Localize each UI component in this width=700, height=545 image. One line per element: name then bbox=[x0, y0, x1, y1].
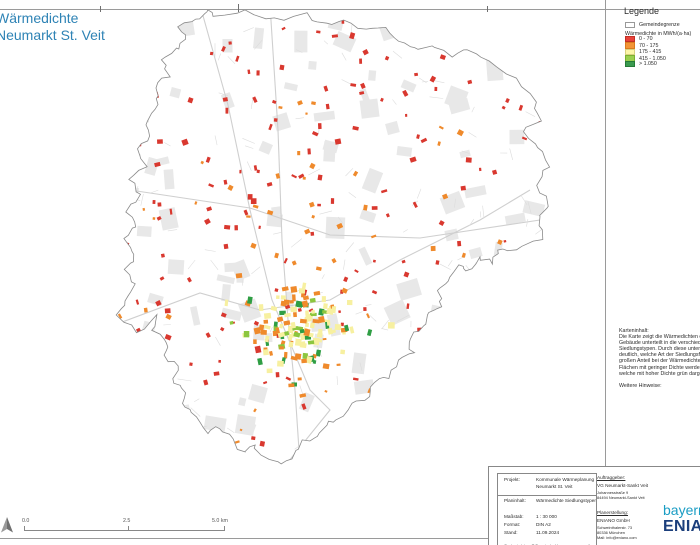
svg-text:bayernwerk: bayernwerk bbox=[663, 502, 700, 518]
